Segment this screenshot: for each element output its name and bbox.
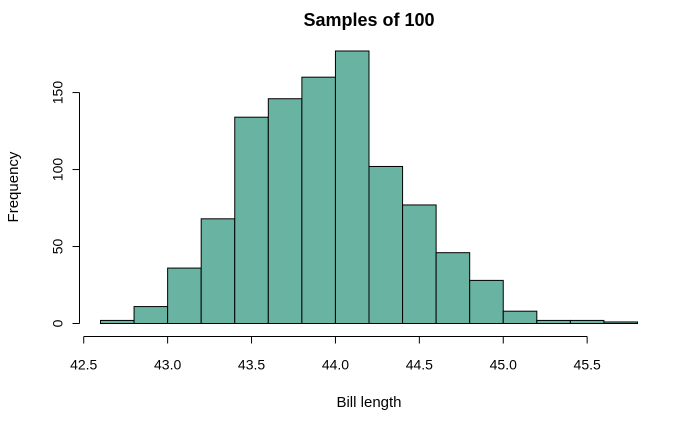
y-axis: 0 50 100 150 [50,81,80,327]
histogram-bar [569,319,605,324]
histogram-bar [234,116,269,324]
histogram-bar [469,279,504,325]
bars-group [100,50,638,325]
histogram-bar [200,218,236,324]
histogram-bar [133,306,169,324]
histogram-bar [402,204,437,324]
histogram-bar [502,310,538,325]
y-tick-label: 100 [50,158,66,182]
x-tick-label: 44.5 [406,357,433,373]
x-tick-label: 44.0 [322,357,349,373]
y-tick-label: 150 [50,81,66,105]
histogram-bar [334,50,370,324]
histogram-bar [267,98,303,325]
x-tick-label: 43.0 [154,357,181,373]
histogram-bar [100,319,135,324]
histogram-bar [603,321,638,324]
x-tick-label: 45.5 [574,357,601,373]
histogram-bar [435,252,471,324]
histogram-bar [167,267,202,324]
y-tick-label: 0 [50,319,66,327]
x-tick-label: 43.5 [238,357,265,373]
x-axis-label: Bill length [336,394,401,411]
chart-title: Samples of 100 [303,10,434,30]
y-tick-label: 50 [50,239,66,255]
x-tick-label: 42.5 [70,357,97,373]
y-axis-label: Frequency [5,151,22,222]
x-axis: 42.5 43.0 43.5 44.0 44.5 45.0 45.5 [70,336,601,373]
histogram-bar [536,319,571,324]
x-tick-label: 45.0 [490,357,517,373]
histogram-bar [301,76,336,324]
histogram-bar [368,165,404,324]
